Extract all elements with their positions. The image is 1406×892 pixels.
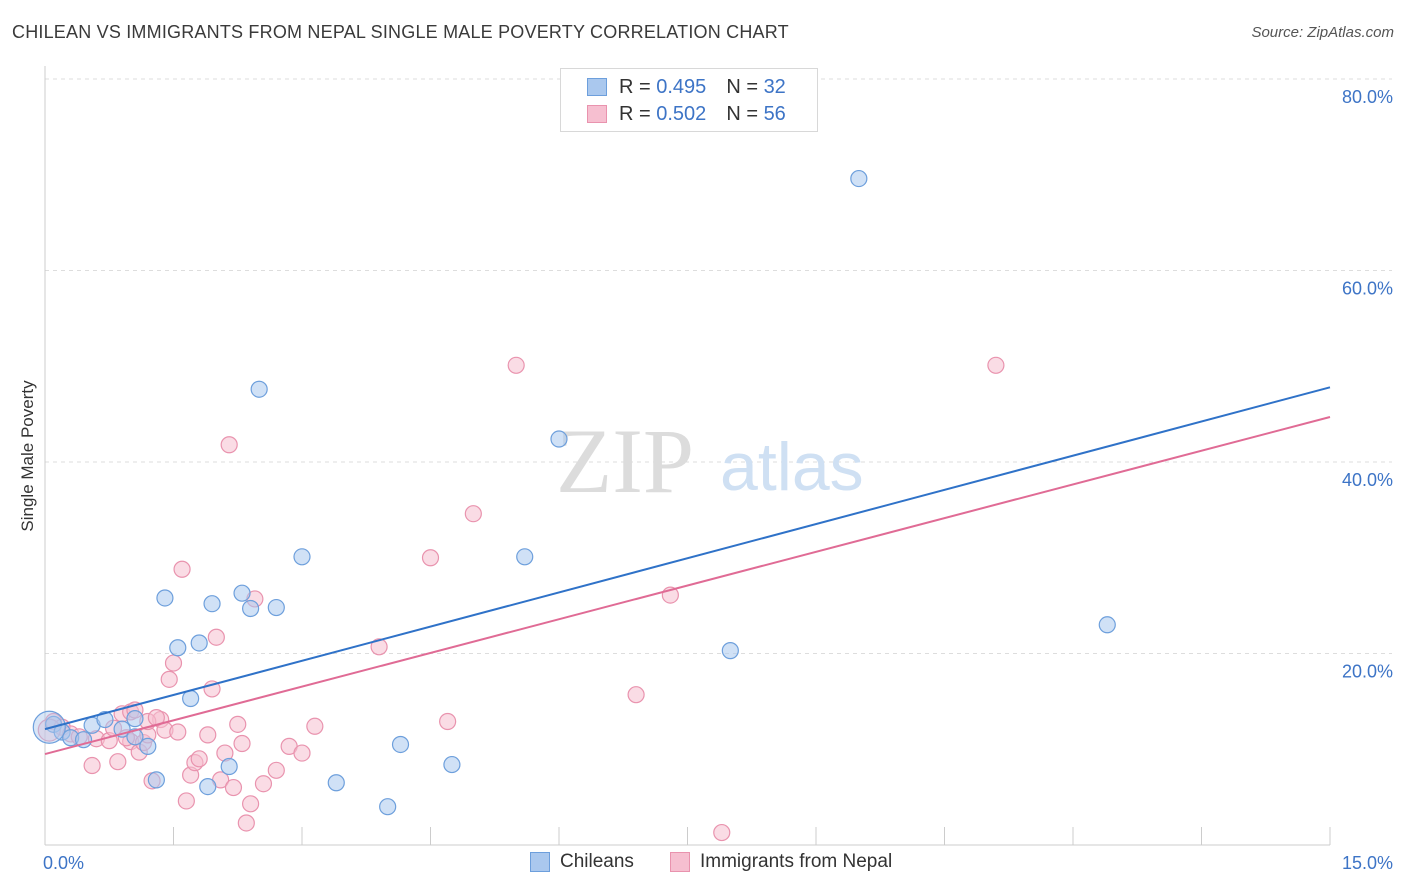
chilean-point <box>126 710 144 728</box>
nepal-point <box>439 712 457 731</box>
y-tick-label: 60.0% <box>1342 279 1393 299</box>
y-tick-label: 20.0% <box>1342 662 1393 682</box>
chileans-trend-line <box>44 386 1331 731</box>
y-axis-label: Single Male Poverty <box>18 380 37 532</box>
nepal-point <box>233 734 251 753</box>
source-credit: Source: ZipAtlas.com <box>1251 24 1394 41</box>
trend-lines <box>44 386 1331 756</box>
r-value: 0.495 <box>656 75 707 98</box>
chilean-point <box>516 548 534 566</box>
chilean-point <box>220 757 238 776</box>
nepal-point <box>173 560 191 578</box>
legend-item-nepal: Immigrants from Nepal <box>670 851 892 873</box>
nepal-point <box>190 750 208 768</box>
nepal-point <box>507 356 525 374</box>
watermark-atlas: atlas <box>720 429 864 505</box>
nepal-point <box>464 505 482 523</box>
chilean-point <box>267 598 285 617</box>
nepal-point <box>421 549 440 567</box>
chilean-point <box>156 589 174 607</box>
chilean-point <box>96 710 114 729</box>
nepal-point <box>220 436 238 454</box>
nepal-point <box>199 726 217 744</box>
nepal-point <box>160 670 178 688</box>
watermark-zip: ZIP <box>556 410 694 512</box>
legend-label-nepal: Immigrants from Nepal <box>700 851 893 872</box>
nepal-point <box>627 686 645 704</box>
n-value: 56 <box>763 102 786 125</box>
chilean-point <box>199 777 217 796</box>
chilean-point <box>203 595 221 613</box>
chilean-point <box>327 774 345 792</box>
chilean-point <box>293 548 311 566</box>
nepal-point <box>224 778 243 797</box>
r-value: 0.502 <box>656 102 707 125</box>
nepal-point <box>109 753 127 771</box>
nepal-trend-line <box>44 416 1331 756</box>
chilean-point <box>391 735 410 754</box>
n-value: 32 <box>763 75 786 98</box>
legend-swatch-pink <box>587 105 607 123</box>
legend-label-chileans: Chileans <box>560 851 634 872</box>
nepal-point <box>207 628 225 646</box>
chilean-point <box>169 639 187 657</box>
y-tick-labels: 20.0% 40.0% 60.0% 80.0% <box>1342 87 1393 682</box>
chilean-point <box>550 430 568 448</box>
chilean-point <box>190 634 208 652</box>
nepal-point <box>229 715 247 733</box>
n-label: N = <box>726 75 758 98</box>
chilean-points <box>32 169 1116 816</box>
grid-lines <box>45 78 1392 654</box>
y-tick-label: 80.0% <box>1342 87 1393 107</box>
correlation-legend: R = 0.495 N = 32 R = 0.502 N = 56 <box>560 68 818 132</box>
chilean-point <box>721 642 739 660</box>
chilean-point <box>250 380 268 398</box>
legend-item-chileans: Chileans <box>530 851 634 873</box>
chilean-point <box>1098 616 1116 634</box>
nepal-point <box>237 814 255 832</box>
watermark: ZIP atlas <box>556 410 864 512</box>
n-label: N = <box>726 102 758 125</box>
legend-swatch-blue <box>530 852 550 872</box>
nepal-point <box>169 723 187 741</box>
chilean-point <box>379 798 397 816</box>
nepal-point <box>987 356 1005 374</box>
chilean-point <box>242 599 260 618</box>
chilean-point <box>233 584 251 602</box>
legend-swatch-pink <box>670 852 690 872</box>
nepal-point <box>306 717 324 735</box>
chart-title: CHILEAN VS IMMIGRANTS FROM NEPAL SINGLE … <box>12 22 789 42</box>
nepal-point <box>254 775 273 793</box>
legend-row-chileans: R = 0.495 N = 32 <box>587 75 786 99</box>
nepal-point <box>242 795 260 813</box>
nepal-point <box>83 756 101 775</box>
chilean-point <box>443 755 461 774</box>
nepal-point <box>164 654 183 672</box>
x-tick-labels: 0.0% 15.0% <box>43 853 1393 873</box>
series-legend: Chileans Immigrants from Nepal <box>0 851 1406 879</box>
nepal-point <box>293 744 311 762</box>
nepal-point <box>713 823 731 842</box>
axes <box>44 66 1331 846</box>
chilean-point <box>126 728 144 746</box>
r-label: R = <box>619 75 651 98</box>
r-label: R = <box>619 102 651 125</box>
nepal-point <box>177 792 195 810</box>
chilean-point <box>850 169 868 188</box>
legend-swatch-blue <box>587 78 607 96</box>
chilean-point <box>139 737 157 755</box>
nepal-point <box>370 638 388 656</box>
nepal-point <box>267 761 285 779</box>
x-tick-label: 0.0% <box>43 853 84 873</box>
x-tick-label: 15.0% <box>1342 853 1393 873</box>
chilean-point <box>147 771 165 789</box>
legend-row-nepal: R = 0.502 N = 56 <box>587 102 786 126</box>
y-tick-label: 40.0% <box>1342 470 1393 490</box>
